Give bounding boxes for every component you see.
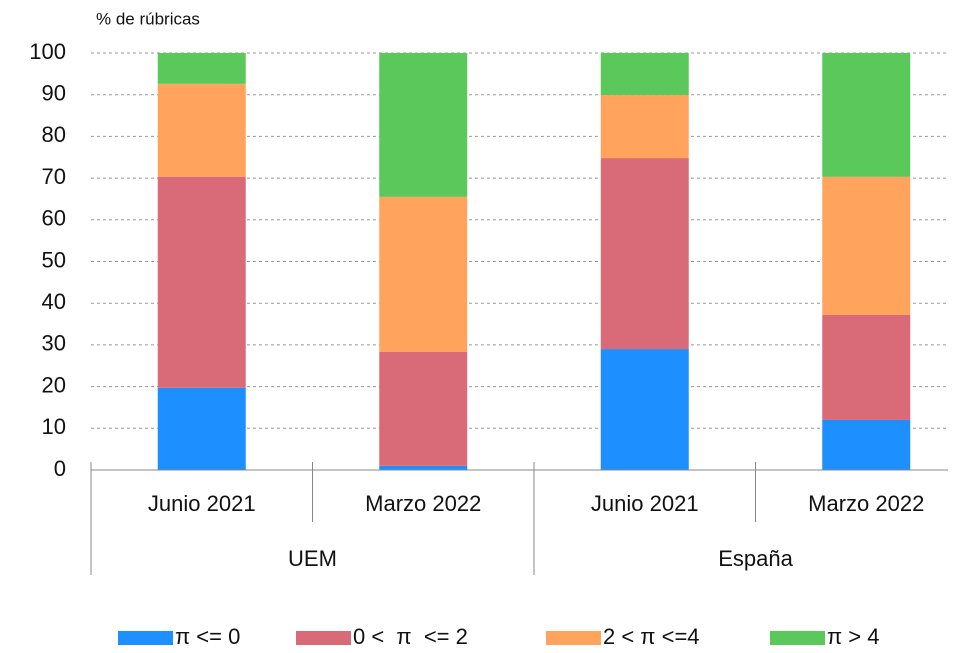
bar-segment	[379, 196, 468, 352]
bar-segment	[600, 349, 689, 470]
x-tick-label: Marzo 2022	[365, 491, 481, 516]
bar-segment	[379, 53, 468, 197]
y-axis-label: % de rúbricas	[96, 9, 200, 28]
legend-swatch	[770, 631, 825, 645]
x-tick-label: Marzo 2022	[808, 491, 924, 516]
bar-segment	[822, 176, 911, 315]
bar-segment	[600, 53, 689, 96]
legend-swatch	[118, 631, 173, 645]
y-tick-label: 80	[42, 122, 66, 147]
bar-segment	[822, 419, 911, 470]
y-tick-label: 30	[42, 331, 66, 356]
group-label: España	[718, 546, 793, 571]
bar-segment	[379, 351, 468, 466]
y-tick-label: 20	[42, 372, 66, 397]
legend-label: 2 < π <=4	[603, 624, 700, 649]
y-tick-label: 40	[42, 289, 66, 314]
bar-segment	[600, 95, 689, 159]
y-tick-label: 70	[42, 164, 66, 189]
y-tick-label: 50	[42, 247, 66, 272]
legend-label: 0 < π <= 2	[353, 624, 468, 649]
bar-segment	[600, 158, 689, 350]
legend-label: π <= 0	[175, 624, 240, 649]
legend-swatch	[296, 631, 351, 645]
y-tick-label: 100	[29, 39, 66, 64]
bar-segment	[822, 53, 911, 177]
bar-segment	[157, 83, 246, 177]
legend-label: π > 4	[827, 624, 880, 649]
x-tick-label: Junio 2021	[591, 491, 699, 516]
bar-segment	[157, 53, 246, 84]
bar-segment	[822, 314, 911, 420]
y-tick-label: 60	[42, 206, 66, 231]
y-tick-label: 90	[42, 81, 66, 106]
y-tick-label: 10	[42, 414, 66, 439]
bar-segment	[157, 387, 246, 470]
bar-segment	[157, 176, 246, 388]
bar-segment	[379, 465, 468, 470]
group-label: UEM	[288, 546, 337, 571]
legend-swatch	[546, 631, 601, 645]
x-tick-label: Junio 2021	[148, 491, 256, 516]
y-tick-label: 0	[54, 456, 66, 481]
